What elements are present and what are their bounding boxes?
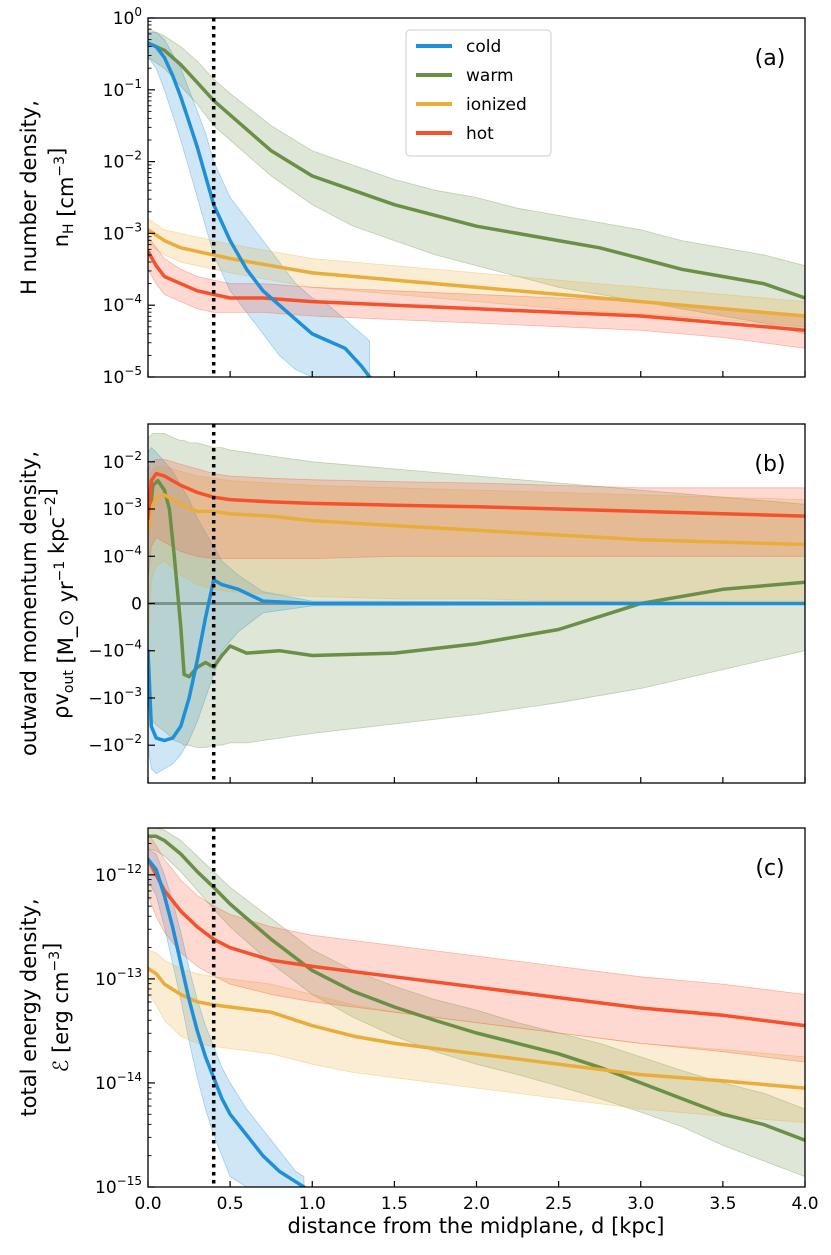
y-axis-label-b: outward momentum density,	[17, 451, 41, 756]
y-axis-label-a: H number density,	[17, 100, 41, 295]
legend-label-warm: warm	[466, 66, 514, 86]
line-cold-a	[148, 41, 372, 377]
x-tick-label: 3.0	[627, 1194, 654, 1214]
panel-label-a: (a)	[755, 46, 786, 71]
y-tick-label: 100	[113, 5, 142, 29]
band-ionized-a	[148, 218, 805, 328]
y-tick-label: 10−13	[95, 966, 142, 990]
y-tick-label: −10−2	[88, 732, 142, 756]
y-tick-label: 10−5	[103, 364, 142, 388]
line-cold-c	[148, 857, 306, 1187]
y-tick-label: 10−12	[95, 862, 142, 886]
y-tick-label: 10−2	[103, 149, 142, 173]
plot-area-a	[148, 28, 805, 377]
line-cold-b	[148, 578, 805, 743]
legend: cold warm ionized hot	[405, 29, 552, 157]
x-tick-label: 0.5	[217, 1194, 244, 1214]
y-tick-label: 10−3	[103, 496, 142, 520]
x-axis-label: distance from the midplane, d [kpc]	[287, 1214, 664, 1238]
line-warm-a	[148, 41, 805, 300]
plot-area-c	[148, 828, 805, 1187]
y-tick-label: 10−4	[103, 292, 142, 316]
x-tick-label: 2.5	[545, 1194, 572, 1214]
legend-label-ionized: ionized	[466, 95, 527, 115]
panel-label-c: (c)	[755, 856, 784, 881]
y-axis-unit-a: nH [cm−3]	[45, 148, 78, 248]
y-tick-label: −10−4	[88, 638, 142, 662]
panel-c: 0.0 0.5 1.0 1.5 2.0 2.5 3.0 3.5 4.0 10−12 10−13 10−…	[17, 827, 819, 1214]
line-hot-a	[148, 249, 805, 333]
legend-label-hot: hot	[466, 124, 494, 144]
band-cold-c	[148, 848, 305, 1187]
band-warm-c	[148, 828, 805, 1178]
y-tick-label: 10−1	[103, 77, 142, 101]
y-tick-label: 10−3	[103, 220, 142, 244]
y-axis-label-c: total energy density,	[17, 898, 41, 1116]
x-tick-label: 2.0	[463, 1194, 490, 1214]
x-tick-label: 0.0	[134, 1194, 161, 1214]
y-axis-unit-c: ℰ [erg cm−3]	[40, 943, 73, 1073]
line-ionized-c	[148, 966, 805, 1090]
line-ionized-b	[148, 493, 805, 547]
band-hot-b	[148, 459, 805, 580]
panel-label-b: (b)	[754, 452, 785, 477]
panel-a: 100 10−1 10−2 10−3 10−4 10−5 (a) H number densi…	[17, 5, 806, 388]
legend-label-cold: cold	[466, 37, 501, 57]
line-ionized-a	[148, 228, 805, 318]
y-tick-label: 0	[131, 595, 142, 615]
plot-area-b	[148, 433, 805, 775]
y-tick-label: 10−4	[103, 543, 142, 567]
band-hot-a	[148, 236, 805, 349]
y-tick-label: 10−15	[95, 1174, 142, 1198]
panel-b: 10−2 10−3 10−4 0 −10−4 −10−3 −10−2 (b) outward m…	[17, 423, 806, 784]
y-tick-label: −10−3	[88, 685, 142, 709]
band-hot-c	[148, 832, 805, 1063]
y-tick-label: 10−14	[95, 1070, 142, 1094]
x-tick-label: 1.5	[381, 1194, 408, 1214]
x-tick-label: 1.0	[299, 1194, 326, 1214]
line-hot-c	[148, 857, 805, 1028]
x-tick-label: 4.0	[791, 1194, 818, 1214]
line-warm-c	[148, 834, 805, 1142]
line-hot-b	[148, 471, 805, 521]
y-axis-unit-b: ρvout [M_⊙ yr−1 kpc−2]	[36, 488, 79, 719]
x-tick-label: 3.5	[709, 1194, 736, 1214]
y-tick-label: 10−2	[103, 449, 142, 473]
